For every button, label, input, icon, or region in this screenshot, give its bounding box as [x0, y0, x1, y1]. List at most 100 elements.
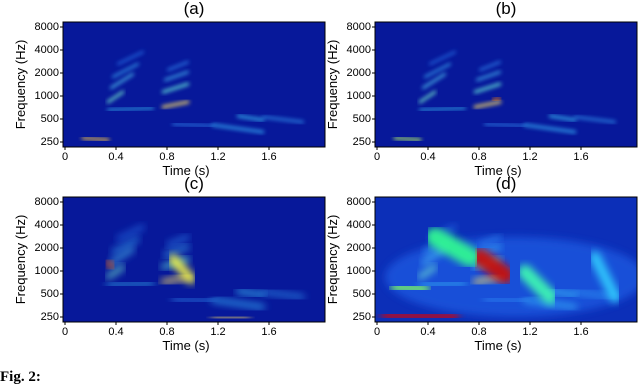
spectrogram: [63, 197, 325, 322]
spectral-streak: [483, 297, 527, 303]
y-tick-label: 2000: [347, 242, 371, 254]
spectral-streak: [163, 245, 190, 257]
x-tick-label: 0.8: [159, 326, 174, 338]
spectral-streak: [574, 116, 616, 123]
spectral-streak: [111, 237, 140, 254]
panel-title: (b): [496, 0, 517, 18]
spectral-streak: [106, 90, 125, 104]
x-axis-label: Time (s): [162, 163, 209, 178]
y-tick-label: 1000: [347, 90, 371, 102]
panel-title: (d): [496, 174, 517, 193]
spectral-streak: [164, 71, 189, 81]
spectral-streak: [478, 235, 502, 247]
x-tick-label: 0.8: [471, 151, 486, 163]
spectral-streak: [161, 100, 190, 109]
x-tick-label: 0: [62, 326, 68, 338]
spectral-streak: [236, 114, 265, 122]
spectral-streak: [211, 298, 265, 309]
spectral-streak: [262, 116, 304, 123]
caption: Fig. 2:: [0, 369, 41, 384]
plot-frame: [374, 196, 638, 323]
panel-title: (a): [184, 0, 205, 18]
y-tick-label: 1000: [35, 90, 59, 102]
spectral-streak: [393, 136, 422, 142]
spectral-streak: [381, 311, 459, 321]
y-tick-label: 250: [41, 311, 59, 323]
y-tick-label: 1000: [347, 265, 371, 277]
spectral-streak: [418, 90, 437, 104]
spectral-streak: [517, 264, 558, 305]
y-tick-label: 1000: [35, 265, 59, 277]
y-axis-label: Frequency (Hz): [325, 215, 340, 305]
spectral-streak: [418, 281, 467, 287]
x-tick-label: 0: [374, 151, 380, 163]
x-tick-label: 1.6: [261, 151, 276, 163]
y-axis-label: Frequency (Hz): [325, 40, 340, 130]
y-tick-label: 2000: [35, 242, 59, 254]
spectrogram-bg: [63, 197, 325, 322]
spectral-streak: [167, 61, 189, 71]
spectral-streak: [236, 289, 265, 297]
spectral-streak: [589, 251, 621, 303]
x-tick-label: 1.6: [261, 326, 276, 338]
spectral-streak: [110, 73, 134, 89]
y-axis-label: Frequency (Hz): [13, 40, 28, 130]
spectral-streak: [476, 71, 501, 81]
plot-frame: [62, 196, 326, 323]
y-tick-label: 500: [353, 288, 371, 300]
y-tick-label: 500: [353, 113, 371, 125]
x-axis-label: Time (s): [162, 338, 209, 353]
x-tick-label: 0: [62, 151, 68, 163]
spectral-streak: [548, 114, 577, 122]
spectral-streak: [172, 123, 214, 127]
spectral-streak: [81, 136, 110, 142]
x-tick-label: 0.8: [159, 151, 174, 163]
spectral-streak: [211, 123, 265, 134]
x-tick-label: 0.4: [420, 326, 435, 338]
spectral-streak: [425, 227, 480, 267]
x-axis-label: Time (s): [474, 163, 521, 178]
spectral-streak: [106, 265, 125, 279]
spectral-streak: [161, 82, 190, 94]
y-tick-label: 250: [41, 136, 59, 148]
y-tick-label: 8000: [35, 196, 59, 208]
spectral-streak: [106, 281, 155, 287]
spectral-streak: [109, 247, 135, 265]
y-tick-label: 8000: [35, 21, 59, 33]
spectral-streak: [491, 96, 502, 102]
spectral-streak: [429, 51, 456, 65]
x-tick-label: 1.2: [522, 151, 537, 163]
x-tick-label: 0.8: [471, 326, 486, 338]
y-tick-label: 4000: [347, 219, 371, 231]
spectral-streak: [471, 248, 514, 284]
spectral-streak: [112, 63, 139, 78]
spectrogram: [63, 22, 325, 147]
y-tick-label: 4000: [35, 44, 59, 56]
spectral-streak: [261, 290, 305, 299]
spectrogram-bg: [375, 22, 637, 147]
spectral-streak: [422, 73, 446, 89]
x-tick-label: 0.4: [108, 151, 123, 163]
plot-frame: [62, 21, 326, 148]
spectral-streak: [479, 61, 501, 71]
y-tick-label: 8000: [347, 21, 371, 33]
x-tick-label: 0.4: [108, 326, 123, 338]
y-tick-label: 4000: [35, 219, 59, 231]
x-tick-label: 1.6: [573, 151, 588, 163]
spectral-streak: [484, 123, 526, 127]
y-axis-label: Frequency (Hz): [13, 215, 28, 305]
plot-frame: [374, 21, 638, 148]
spectral-streak: [116, 225, 145, 241]
y-tick-label: 8000: [347, 196, 371, 208]
x-tick-label: 1.2: [522, 326, 537, 338]
spectrogram-bg: [63, 22, 325, 147]
panel-title: (c): [184, 174, 204, 193]
spectral-streak: [166, 235, 190, 247]
y-tick-label: 4000: [347, 44, 371, 56]
y-tick-label: 250: [353, 311, 371, 323]
x-tick-label: 0: [374, 326, 380, 338]
spectral-streak: [171, 297, 215, 303]
